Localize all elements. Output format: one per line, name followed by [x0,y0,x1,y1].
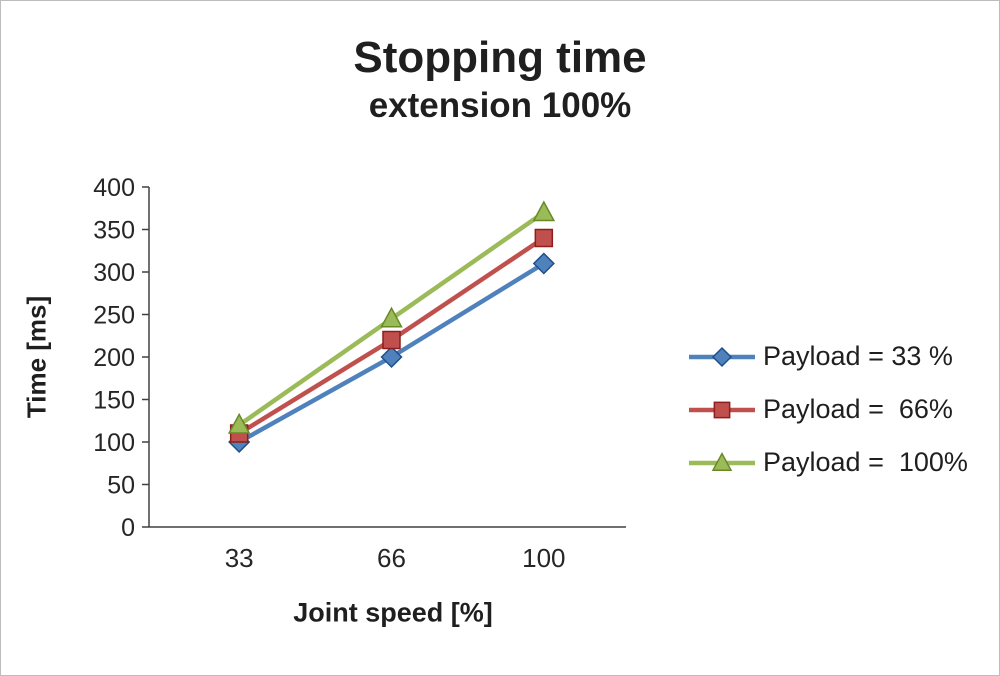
y-axis-tick-label: 150 [93,387,135,415]
legend: Payload = 33 % Payload = 66% Payload = 1… [687,341,968,478]
y-axis-tick-label: 350 [93,217,135,245]
line-chart-plot-area: 0 50 100 150 200 250 300 350 400 33 66 100 [93,174,626,569]
series-marker-triangle-legend-2 [711,451,733,471]
series-marker-square-legend-1 [713,401,731,418]
y-axis-tick-label: 300 [93,259,135,287]
legend-label: Payload = 33 % [763,341,953,371]
legend-swatch-triangle-icon [689,451,755,471]
series-marker-triangle-2 [532,200,556,222]
y-axis-tick-label: 50 [107,472,135,500]
legend-swatch-diamond-icon [689,346,755,367]
chart-title-block: Stopping time extension 100% [1,33,999,126]
legend-item-payload-66: Payload = 66% [687,394,968,425]
legend-label: Payload = 100% [763,447,968,477]
series-marker-triangle-2 [227,412,251,434]
series-marker-diamond-0 [532,252,555,275]
legend-swatch-square-icon [689,401,755,418]
y-axis-tick-label: 100 [93,429,135,457]
legend-item-payload-33: Payload = 33 % [687,341,968,372]
series-marker-square-1 [534,228,554,248]
y-axis-tick-label: 400 [93,174,135,202]
legend-label: Payload = 66% [763,394,953,424]
x-axis-title: Joint speed [%] [293,597,493,628]
y-axis-tick-label: 0 [121,514,135,542]
series-marker-square-1 [382,330,401,350]
series-marker-diamond-0 [380,345,403,369]
chart-subtitle: extension 100% [368,85,632,125]
chart-title: Stopping time [353,33,647,82]
x-axis-tick-label: 66 [377,543,406,569]
x-axis-tick-label: 33 [225,543,254,569]
x-axis-tick-label: 100 [522,543,565,569]
y-axis-tick-label: 200 [93,344,135,372]
legend-item-payload-100: Payload = 100% [687,447,968,478]
series-marker-diamond-legend-0 [711,346,733,367]
series-marker-triangle-2 [380,306,403,328]
y-axis-tick-label: 250 [93,302,135,330]
